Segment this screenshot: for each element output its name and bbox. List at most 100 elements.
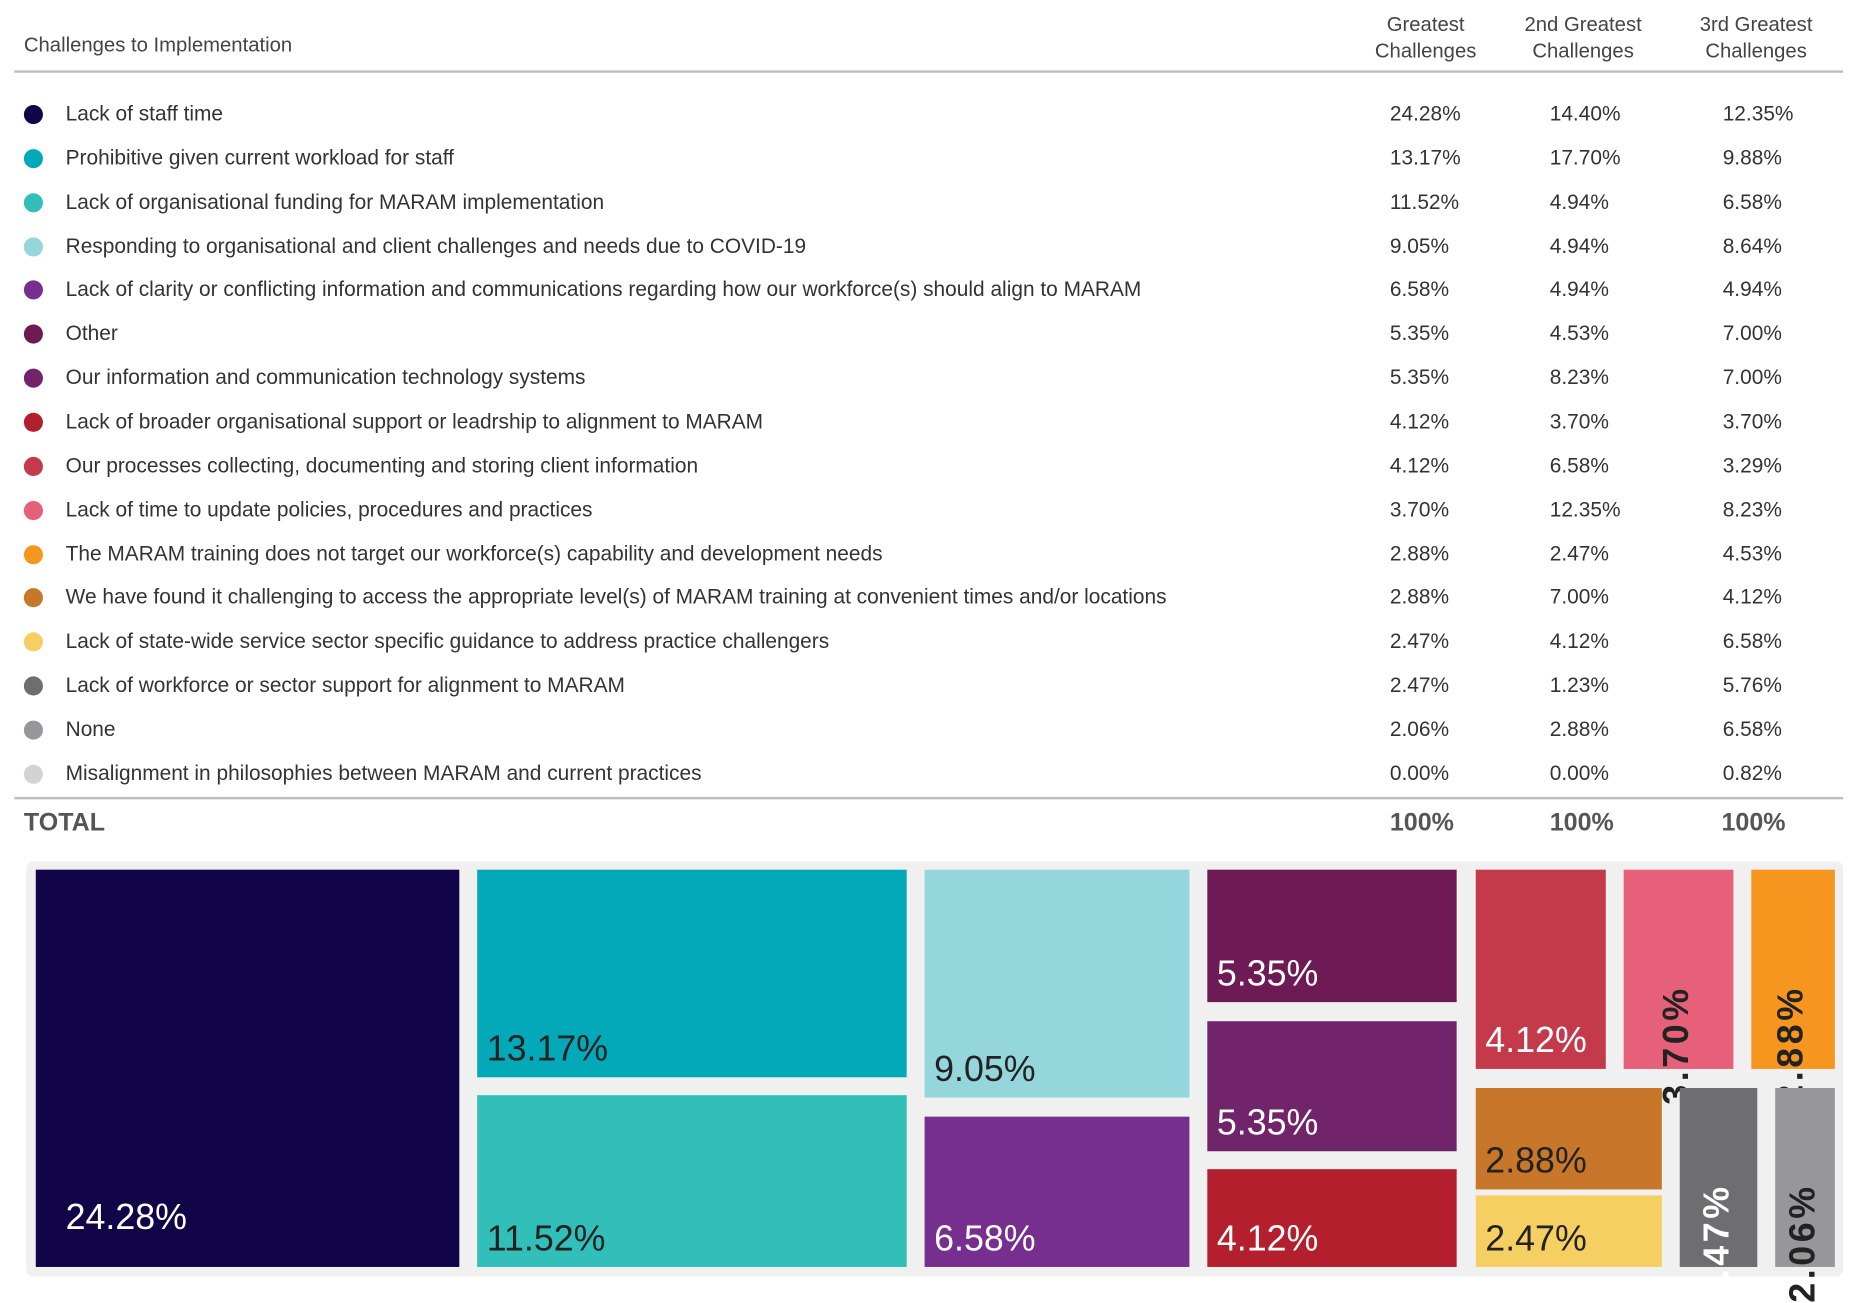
column-header-line: 2nd Greatest <box>1524 13 1642 36</box>
row-value: 4.12% <box>1722 584 1782 609</box>
row-label: Lack of time to update policies, procedu… <box>65 497 593 521</box>
row-value: 3.70% <box>1389 497 1450 521</box>
treemap-cell-label: 3.70% <box>1657 985 1697 1105</box>
treemap: 24.28% 13.17% 11.52% 9.05% 6.58% 5.35% 5.35% 4.… <box>26 861 1844 1303</box>
row-value: 8.64% <box>1722 233 1782 258</box>
row-value: 9.88% <box>1722 145 1782 170</box>
treemap-cell: 2.47% <box>1679 1088 1758 1303</box>
row-value: 8.23% <box>1549 365 1609 390</box>
column-header-line: 3rd Greatest <box>1699 13 1813 36</box>
total-2nd: 100% <box>1549 808 1614 837</box>
row-value: 6.58% <box>1722 628 1782 653</box>
row-label: None <box>65 716 116 741</box>
row-value: 6.58% <box>1549 453 1609 477</box>
row-value: 7.00% <box>1722 365 1782 390</box>
legend-dot-icon <box>23 148 43 169</box>
legend-dot-icon <box>23 500 43 520</box>
row-value: 0.82% <box>1722 760 1782 785</box>
row-value: 4.12% <box>1389 409 1450 433</box>
row-value: 3.70% <box>1549 409 1609 433</box>
legend-dot-icon <box>23 720 43 740</box>
treemap-cell: 9.05% <box>924 869 1190 1098</box>
row-value: 4.12% <box>1389 453 1450 477</box>
table-row: Lack of time to update policies, procedu… <box>0 492 1861 528</box>
treemap-cell: 13.17% <box>477 869 907 1078</box>
row-label: Misalignment in philosophies between MAR… <box>65 760 702 785</box>
row-value: 7.00% <box>1722 321 1782 346</box>
treemap-cell-label: 5.35% <box>1216 1103 1319 1143</box>
legend-dot-icon <box>23 544 43 564</box>
row-value: 12.35% <box>1722 101 1794 126</box>
row-label: We have found it challenging to access t… <box>65 584 1167 609</box>
column-header-3rd: 3rd Greatest Challenges <box>1673 12 1840 64</box>
row-label: Our processes collecting, documenting an… <box>65 453 699 477</box>
treemap-cell: 5.35% <box>1207 869 1457 1003</box>
row-value: 2.47% <box>1389 672 1450 697</box>
row-value: 13.17% <box>1389 145 1461 170</box>
treemap-cell-label: 4.12% <box>1485 1021 1587 1061</box>
table-row: The MARAM training does not target our w… <box>0 536 1861 572</box>
table-row: Other 5.35% 4.53% 7.00% <box>0 316 1861 352</box>
legend-dot-icon <box>23 676 43 696</box>
treemap-cell: 5.35% <box>1207 1021 1457 1152</box>
treemap-cell-label: 2.47% <box>1697 1183 1737 1303</box>
table-row: Lack of clarity or conflicting informati… <box>0 272 1861 308</box>
row-value: 0.00% <box>1549 760 1609 785</box>
table-row: Lack of staff time 24.28% 14.40% 12.35% <box>0 97 1861 133</box>
legend-dot-icon <box>23 280 43 300</box>
row-value: 9.05% <box>1389 233 1450 258</box>
total-label: TOTAL <box>23 808 106 837</box>
row-value: 4.94% <box>1549 189 1609 214</box>
row-value: 3.70% <box>1722 409 1782 433</box>
treemap-cell: 24.28% <box>35 869 460 1267</box>
treemap-cell: 2.47% <box>1475 1195 1662 1267</box>
treemap-cell-label: 24.28% <box>65 1197 188 1238</box>
row-value: 8.23% <box>1722 497 1782 521</box>
row-value: 4.53% <box>1722 541 1782 565</box>
table-row: Misalignment in philosophies between MAR… <box>0 756 1861 792</box>
row-label: Lack of workforce or sector support for … <box>65 672 625 697</box>
table-row: Lack of state-wide service sector specif… <box>0 624 1861 660</box>
row-label: Other <box>65 321 118 346</box>
column-header-2nd: 2nd Greatest Challenges <box>1500 12 1667 64</box>
row-label: The MARAM training does not target our w… <box>65 541 883 565</box>
row-value: 17.70% <box>1549 145 1621 170</box>
legend-dot-icon <box>23 764 43 784</box>
row-label: Our information and communication techno… <box>65 365 586 390</box>
treemap-cell: 4.12% <box>1207 1169 1457 1267</box>
row-value: 6.58% <box>1722 189 1782 214</box>
total-greatest: 100% <box>1389 808 1454 837</box>
legend-dot-icon <box>23 192 43 212</box>
column-header-line: Challenges <box>1705 39 1807 63</box>
row-value: 2.47% <box>1549 541 1609 565</box>
row-value: 5.35% <box>1389 321 1450 346</box>
row-label: Prohibitive given current workload for s… <box>65 145 454 170</box>
treemap-cell: 6.58% <box>924 1116 1190 1267</box>
table-row: Lack of broader organisational support o… <box>0 404 1861 440</box>
treemap-cell-label: 4.12% <box>1216 1219 1319 1259</box>
table-row: Our information and communication techno… <box>0 360 1861 396</box>
treemap-cell-label: 13.17% <box>486 1029 609 1069</box>
total-divider <box>14 796 1844 800</box>
treemap-cell-label: 2.47% <box>1485 1219 1587 1259</box>
row-label: Lack of broader organisational support o… <box>65 409 764 433</box>
legend-dot-icon <box>23 236 43 256</box>
row-value: 4.94% <box>1549 277 1609 302</box>
row-value: 2.88% <box>1549 716 1609 741</box>
row-value: 2.88% <box>1389 541 1450 565</box>
column-header-line: Challenges <box>1374 39 1477 63</box>
legend-dot-icon <box>23 412 43 432</box>
row-value: 2.47% <box>1389 628 1450 653</box>
legend-dot-icon <box>23 632 43 652</box>
table-row: None 2.06% 2.88% 6.58% <box>0 712 1861 748</box>
treemap-cell: 2.06% <box>1775 1088 1835 1303</box>
table-title: Challenges to Implementation <box>23 33 293 57</box>
row-value: 4.94% <box>1549 233 1609 258</box>
treemap-cell-label: 6.58% <box>934 1219 1036 1259</box>
treemap-cell: 2.88% <box>1751 869 1835 1105</box>
row-label: Responding to organisational and client … <box>65 233 807 258</box>
row-value: 4.94% <box>1722 277 1782 302</box>
row-value: 3.29% <box>1722 453 1782 477</box>
row-value: 6.58% <box>1722 716 1782 741</box>
